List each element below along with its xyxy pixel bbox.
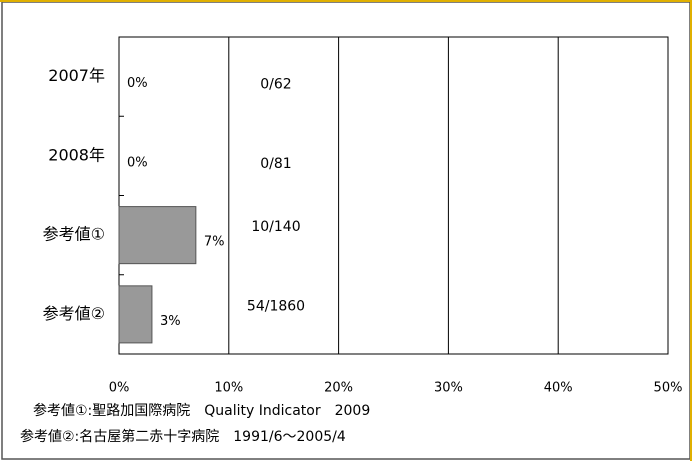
x-tick-label: 40% (544, 381, 573, 396)
annotation: 54/1860 (247, 298, 305, 314)
x-tick-label: 0% (109, 381, 130, 396)
annotation: 10/140 (251, 219, 300, 235)
bar (118, 206, 197, 265)
value-label: 7% (204, 235, 225, 250)
note: 参考値②:名古屋第二赤十字病院 1991/6～2005/4 (20, 428, 346, 445)
annotation: 0/81 (260, 156, 291, 172)
x-tick-label: 20% (324, 381, 353, 396)
y-tick-label: 参考値② (43, 304, 105, 323)
bar (118, 285, 153, 344)
value-label: 0% (127, 76, 148, 91)
x-tick-label: 50% (654, 381, 683, 396)
value-label: 0% (127, 155, 148, 170)
x-tick-label: 30% (434, 381, 463, 396)
y-tick-label: 参考値① (43, 225, 105, 244)
y-tick-label: 2007年 (48, 66, 105, 85)
y-tick-label: 2008年 (48, 145, 105, 164)
annotation: 0/62 (260, 77, 291, 93)
note: 参考値①:聖路加国際病院 Quality Indicator 2009 (33, 402, 370, 419)
x-tick-label: 10% (214, 381, 243, 396)
value-label: 3% (160, 314, 181, 329)
